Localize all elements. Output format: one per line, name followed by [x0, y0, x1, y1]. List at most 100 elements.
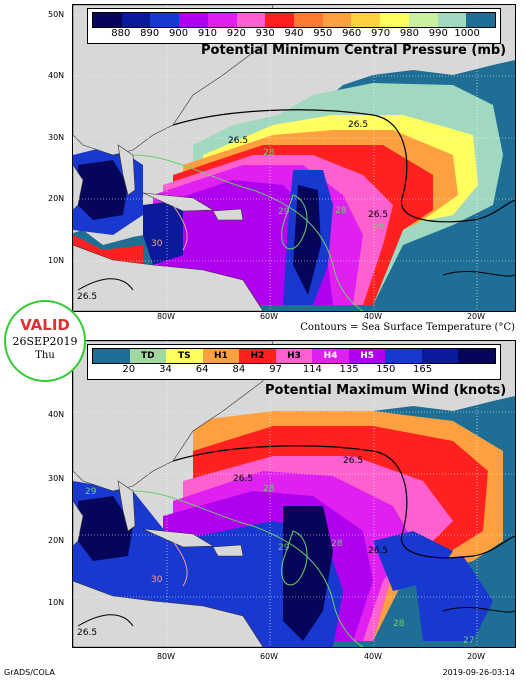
lat-label: 50N [48, 10, 65, 19]
wind-colorbar: TD TS H1 H2 H3 H4 H5 20 34 64 84 97 114 135 150 165 [87, 344, 501, 380]
lat-label: 30N [48, 474, 65, 483]
contour-label: 29 [85, 487, 97, 497]
pressure-map-panel: 26.5 26.5 26.5 26.5 29 29 30 28 28 880 89… [72, 4, 516, 312]
colorbar-swatch [121, 13, 151, 27]
valid-label: VALID [20, 316, 70, 334]
colorbar-swatch [236, 13, 266, 27]
lat-label: 10N [48, 598, 65, 607]
colorbar-label: 135 [339, 364, 359, 375]
contour-label: 26.5 [228, 136, 248, 146]
colorbar-swatch [437, 13, 467, 27]
colorbar-swatch: TS [166, 349, 203, 363]
colorbar-swatch: H4 [312, 349, 349, 363]
contour-label: 26.5 [368, 210, 388, 220]
credit-grads: GrADS/COLA [4, 668, 55, 677]
colorbar-swatch [150, 13, 180, 27]
colorbar-label: 34 [159, 364, 172, 375]
colorbar-swatch [294, 13, 323, 27]
contour-label: 28 [335, 206, 347, 216]
colorbar-label: 920 [226, 28, 246, 39]
contour-label: 30 [151, 575, 163, 585]
colorbar-label: 20 [122, 364, 136, 375]
colorbar-label: 165 [412, 364, 433, 375]
lon-label: 60W [259, 312, 279, 321]
colorbar-label: 64 [195, 364, 209, 375]
contour-label: 29 [278, 207, 290, 217]
colorbar-swatch [466, 13, 496, 27]
south-america-land [73, 244, 264, 311]
lon-label: 40W [363, 312, 383, 321]
colorbar-swatch: H1 [202, 349, 240, 363]
cuba-land [142, 192, 215, 212]
contour-label: 27 [463, 636, 474, 646]
map-grid [73, 5, 515, 311]
colorbar-swatch [351, 13, 381, 27]
colorbar-label: 1000 [454, 28, 480, 39]
contour-label: 29 [373, 223, 385, 233]
colorbar-swatch [408, 13, 438, 27]
colorbar-swatch [207, 13, 237, 27]
colorbar-label: 84 [232, 364, 246, 375]
pressure-map: 26.5 26.5 26.5 26.5 29 29 30 28 28 [73, 5, 515, 311]
colorbar-swatch: TD [129, 349, 167, 363]
lon-label: 20W [466, 312, 486, 321]
wind-map-panel: 26.5 26.5 26.5 26.5 29 29 30 28 28 28 27… [72, 340, 516, 648]
colorbar-swatch [179, 13, 208, 27]
colorbar-label: 114 [302, 364, 322, 375]
valid-date-badge: VALID 26SEP2019 Thu [4, 300, 86, 382]
lat-label: 20N [48, 536, 65, 545]
colorbar-swatch [265, 13, 295, 27]
wind-map: 26.5 26.5 26.5 26.5 29 29 30 28 28 28 27 [73, 341, 515, 647]
colorbar-swatch [385, 349, 422, 363]
wind-title: Potential Maximum Wind (knots) [265, 383, 507, 398]
colorbar-label: 880 [111, 28, 131, 39]
colorbar-swatch [93, 13, 122, 27]
lon-label: 40W [363, 652, 383, 661]
hispaniola-land [212, 208, 244, 221]
colorbar-label: 990 [428, 28, 448, 39]
colorbar-swatch: H3 [275, 349, 313, 363]
colorbar-label: 97 [269, 364, 282, 375]
contour-label: 28 [263, 484, 275, 494]
colorbar-label: 950 [313, 28, 333, 39]
timestamp: 2019-09-26-03:14 [442, 668, 515, 677]
contour-label: 28 [331, 539, 343, 549]
contour-label: 28 [393, 619, 405, 629]
valid-day: Thu [35, 350, 55, 361]
lon-label: 60W [259, 652, 279, 661]
contour-label: 26.5 [368, 546, 388, 556]
lon-label: 80W [156, 312, 176, 321]
colorbar-label: 960 [342, 28, 362, 39]
colorbar-label: 890 [140, 28, 160, 39]
colorbar-label: 150 [376, 364, 396, 375]
valid-date: 26SEP2019 [12, 335, 78, 348]
contour-label: 26.5 [77, 628, 97, 638]
contour-label: 30 [151, 239, 163, 249]
lat-label: 20N [48, 194, 65, 203]
lat-label: 30N [48, 133, 65, 142]
colorbar-swatch: H2 [239, 349, 276, 363]
colorbar-swatch [458, 349, 496, 363]
pressure-colorbar: 880 890 900 910 920 930 940 950 960 970 980 990 1000 [87, 8, 501, 44]
lon-label: 80W [156, 652, 176, 661]
colorbar-label: 930 [255, 28, 275, 39]
contour-label: 26.5 [343, 456, 363, 466]
contour-label: 26.5 [348, 120, 368, 130]
pressure-title: Potential Minimum Central Pressure (mb) [201, 43, 507, 58]
florida-land [117, 144, 136, 196]
lon-label: 20W [466, 652, 486, 661]
colorbar-label: 940 [284, 28, 304, 39]
contour-label: 26.5 [233, 474, 253, 484]
colorbar-label: 900 [169, 28, 189, 39]
contour-label: 29 [278, 543, 290, 553]
colorbar-swatch [380, 13, 409, 27]
colorbar-label: 910 [197, 28, 217, 39]
colorbar-swatch [322, 13, 352, 27]
colorbar-swatch [93, 349, 130, 363]
lat-label: 10N [48, 256, 65, 265]
colorbar-label: 980 [399, 28, 419, 39]
contour-note: Contours = Sea Surface Temperature (°C) [300, 322, 515, 333]
contour-label: 26.5 [77, 292, 97, 302]
contour-label: 28 [263, 148, 275, 158]
colorbar-label: 970 [371, 28, 391, 39]
